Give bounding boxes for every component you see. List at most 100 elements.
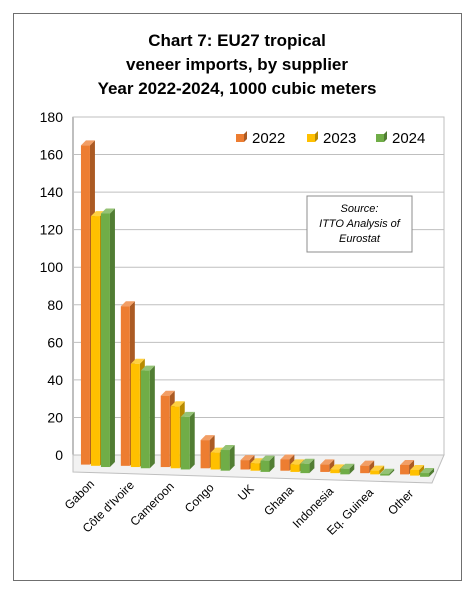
bar-side (379, 465, 385, 475)
bar-top (290, 459, 305, 465)
bar-side (329, 459, 335, 472)
bar-side (229, 445, 235, 471)
category-label: Ghana (261, 483, 297, 519)
bar-top (130, 358, 145, 364)
bar-top (400, 460, 415, 465)
bar-side (189, 411, 195, 470)
bar-side (349, 463, 355, 475)
bar-top (420, 468, 435, 474)
y-tick-label: 60 (47, 334, 63, 350)
category-label: Congo (182, 480, 217, 515)
bar-2024-uk (260, 455, 275, 472)
bar-top (320, 459, 335, 465)
bar-2024-cameroon (180, 411, 195, 470)
bar-front (370, 470, 380, 475)
bar-front (180, 416, 190, 470)
bar-2024-congo (220, 445, 235, 471)
category-label: UK (235, 482, 257, 504)
bar-top (210, 447, 225, 453)
bar-front (210, 452, 220, 470)
bar-front (120, 306, 130, 466)
bar-side (149, 365, 155, 469)
bar-side (109, 208, 115, 468)
chart-title-line-3: Year 2022-2024, 1000 cubic meters (98, 79, 377, 98)
bar-top (80, 140, 95, 146)
bar-front (220, 450, 230, 471)
source-line-3: Eurostat (339, 233, 381, 245)
bar-front (380, 473, 390, 476)
y-tick-label: 180 (40, 109, 64, 125)
bar-2024-other (420, 468, 435, 477)
y-tick-label: 100 (40, 259, 64, 275)
bar-front (200, 440, 210, 469)
category-label: Gabon (62, 477, 97, 512)
bar-top (180, 411, 195, 417)
bar-front (260, 460, 270, 472)
bar-front (410, 469, 420, 476)
chart-title-line-2: veneer imports, by supplier (126, 55, 348, 74)
bar-top (300, 458, 315, 464)
bar-2024-c-te-d-ivoire (140, 365, 155, 469)
bar-front (300, 463, 310, 474)
bar-front (400, 465, 410, 475)
bar-top (360, 460, 375, 466)
bar-2024-indonesia (340, 463, 355, 475)
bar-top (120, 301, 135, 307)
bar-top (410, 464, 425, 470)
bar-top (220, 445, 235, 451)
bar-front (80, 145, 90, 465)
bar-top (340, 463, 355, 469)
legend-swatch-side (384, 131, 387, 142)
bar-front (280, 459, 290, 471)
bar-front (340, 468, 350, 475)
bar-side (389, 468, 395, 476)
bar-side (369, 460, 375, 474)
y-tick-label: 80 (47, 297, 63, 313)
bar-front (130, 363, 140, 468)
y-tick-label: 160 (40, 147, 64, 163)
bar-top (140, 365, 155, 371)
bar-top (370, 465, 385, 471)
bar-top (250, 458, 265, 464)
y-tick-label: 20 (47, 409, 63, 425)
bar-front (330, 469, 340, 474)
legend-swatch (376, 134, 384, 142)
y-tick-label: 0 (55, 447, 63, 463)
bar-side (309, 458, 315, 474)
bar-side (429, 468, 435, 477)
bar-front (160, 395, 170, 468)
bar-2024-eq-guinea (380, 468, 395, 476)
bar-front (140, 370, 150, 469)
bar-2023-eq-guinea (370, 465, 385, 475)
y-tick-label: 140 (40, 184, 64, 200)
bar-front (250, 463, 260, 471)
y-tick-label: 40 (47, 372, 63, 388)
legend-swatch-side (244, 131, 247, 142)
bar-front (290, 464, 300, 472)
bar-top (260, 455, 275, 461)
bar-top (90, 211, 105, 217)
chart-title: Chart 7: EU27 tropical veneer imports, b… (98, 31, 377, 98)
bar-front (240, 460, 250, 470)
bar-top (240, 455, 255, 461)
bar-top (200, 435, 215, 441)
bar-2024-gabon (100, 208, 115, 468)
bar-front (420, 473, 430, 477)
chart-title-line-1: Chart 7: EU27 tropical (148, 31, 326, 50)
bar-2024-ghana (300, 458, 315, 474)
legend-label: 2022 (252, 130, 285, 147)
legend-swatch-side (315, 131, 318, 142)
y-tick-label: 120 (40, 222, 64, 238)
y-axis-ticks: 0 20 40 60 80 100 120 140 160 180 (40, 109, 64, 463)
bar-front (100, 213, 110, 468)
bar-top (380, 468, 395, 474)
bar-top (330, 464, 345, 470)
bar-front (360, 465, 370, 474)
source-line-2: ITTO Analysis of (319, 218, 401, 230)
bar-front (170, 406, 180, 469)
bar-2022-eq-guinea (360, 460, 375, 474)
legend-swatch (307, 134, 315, 142)
source-annotation: Source: ITTO Analysis of Eurostat (306, 195, 413, 253)
